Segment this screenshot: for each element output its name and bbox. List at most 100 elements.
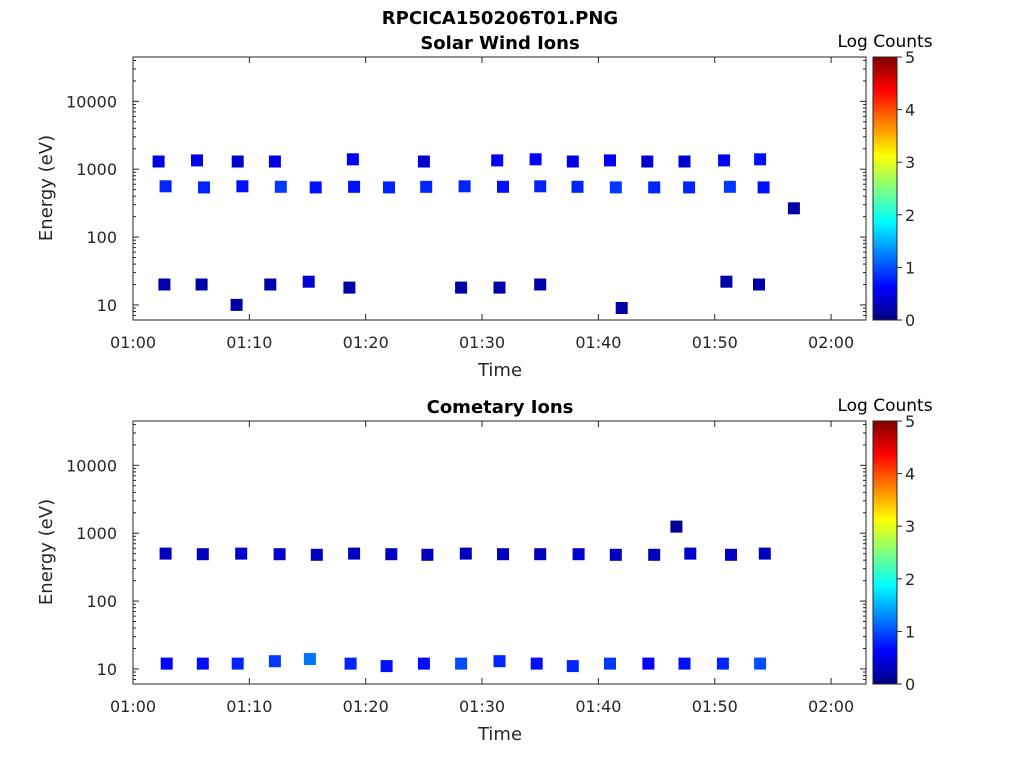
heatmap-cell [420, 180, 433, 193]
colorbar-label: Log Counts [837, 396, 932, 416]
colorbar-ticks: 0 1 2 3 4 5 [897, 412, 915, 694]
heatmap-cell [648, 181, 661, 194]
x-tick-label: 01:50 [692, 333, 738, 352]
colorbar-tick-label: 0 [905, 311, 915, 330]
heatmap-cell [264, 278, 277, 291]
x-tick-label: 01:40 [575, 333, 621, 352]
heatmap-cell [346, 153, 359, 166]
x-tick-label: 01:00 [110, 333, 156, 352]
heatmap-cell [455, 657, 468, 670]
heatmap-cell [230, 298, 243, 311]
y-tick-label: 1000 [76, 524, 117, 543]
y-tick-label: 10 [97, 296, 117, 315]
y-tick-label: 10000 [66, 92, 117, 111]
colorbar-tick-label: 2 [905, 206, 915, 225]
heatmap-cell [754, 657, 767, 670]
colorbar: Log Counts 0 1 2 3 4 5 [837, 396, 932, 694]
heatmap-cell [684, 547, 697, 560]
heatmap-cell [417, 657, 430, 670]
heatmap-cell [459, 547, 472, 560]
colorbar-tick-label: 5 [905, 48, 915, 67]
colorbar-tick-label: 2 [905, 570, 915, 589]
colorbar-tick-label: 4 [905, 101, 915, 120]
heatmap-cell [158, 278, 171, 291]
heatmap-cell [604, 154, 616, 167]
x-axis-label: Time [477, 724, 522, 745]
heatmap-cell [152, 155, 165, 168]
heatmap-cell [196, 548, 209, 561]
heatmap-cell [310, 548, 323, 561]
heatmap-cell [421, 548, 434, 561]
heatmap-cell [648, 548, 661, 561]
heatmap-cell [309, 181, 322, 194]
x-tick-label: 01:10 [226, 697, 272, 716]
heatmap-cell [231, 657, 244, 670]
heatmap-cell [196, 657, 209, 670]
x-tick-label: 01:40 [575, 697, 621, 716]
heatmap-cell [455, 281, 468, 294]
heatmap-cell [458, 180, 471, 193]
heatmap-cell [268, 155, 281, 168]
heatmap-cell [566, 155, 579, 168]
heatmap-cell [273, 548, 286, 561]
x-axis: 01:00 01:10 01:20 01:30 01:40 01:50 02:00 [110, 57, 854, 352]
colorbar-tick-label: 1 [905, 258, 915, 277]
heatmap-cell [380, 660, 393, 673]
heatmap-cell [236, 180, 249, 193]
heatmap-cell [348, 180, 361, 193]
heatmap-cell [683, 181, 696, 194]
y-tick-label: 1000 [76, 160, 117, 179]
y-tick-label: 10000 [66, 456, 117, 475]
heatmap-cell [417, 155, 430, 168]
heatmap-cell [493, 281, 506, 294]
heatmap-cell [344, 657, 357, 670]
colorbar-tick-label: 3 [905, 517, 915, 536]
colorbar: Log Counts 0 1 2 3 4 5 [837, 32, 932, 330]
y-axis: 10 100 1000 10000 [66, 423, 866, 685]
heatmap-cell [604, 657, 616, 670]
y-axis: 10 100 1000 10000 [66, 59, 866, 321]
heatmap-cell [609, 548, 622, 561]
heatmap-cells [159, 520, 771, 673]
heatmap-cell [609, 181, 622, 194]
heatmap-cell [235, 547, 248, 560]
heatmap-cells [152, 153, 800, 314]
heatmap-cell [268, 655, 281, 668]
heatmap-cell [678, 155, 691, 168]
heatmap-cell [670, 520, 683, 533]
colorbar-gradient [872, 420, 898, 685]
heatmap-cell [723, 180, 736, 193]
x-tick-label: 01:30 [459, 697, 505, 716]
heatmap-cell [642, 657, 655, 670]
heatmap-cell [757, 181, 770, 194]
y-tick-label: 100 [86, 592, 117, 611]
x-tick-label: 02:00 [808, 697, 854, 716]
heatmap-cell [231, 155, 244, 168]
heatmap-cell [302, 275, 315, 288]
heatmap-cell [529, 153, 542, 166]
colorbar-ticks: 0 1 2 3 4 5 [897, 48, 915, 330]
y-axis-label: Energy (eV) [36, 135, 57, 241]
heatmap-cell [195, 278, 208, 291]
heatmap-cell [493, 655, 506, 668]
y-tick-label: 100 [86, 228, 117, 247]
heatmap-cell [534, 548, 547, 561]
heatmap-cell [497, 180, 509, 193]
heatmap-cell [530, 657, 543, 670]
heatmap-cell [534, 278, 547, 291]
heatmap-cell [753, 278, 765, 291]
colorbar-tick-label: 1 [905, 622, 915, 641]
heatmap-cell [491, 154, 504, 167]
x-tick-label: 01:00 [110, 697, 156, 716]
heatmap-cell [754, 153, 767, 166]
x-tick-label: 01:20 [343, 697, 389, 716]
heatmap-cell [343, 281, 356, 294]
heatmap-cell [534, 180, 547, 193]
heatmap-cell [191, 154, 203, 167]
x-tick-label: 01:50 [692, 697, 738, 716]
heatmap-cell [383, 181, 395, 194]
heatmap-cell [160, 657, 173, 670]
heatmap-cell [303, 653, 316, 665]
heatmap-cell [497, 548, 509, 561]
